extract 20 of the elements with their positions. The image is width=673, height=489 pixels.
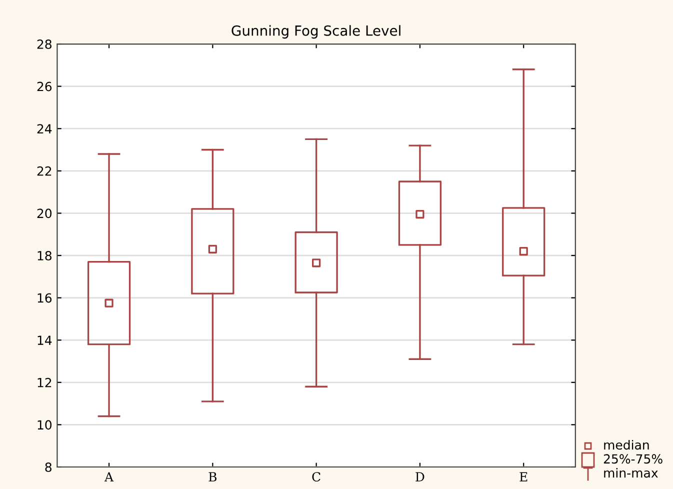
y-tick-label: 14 bbox=[38, 336, 52, 345]
x-tick-label: A bbox=[104, 472, 114, 482]
y-tick-label: 18 bbox=[38, 250, 52, 260]
text: 25%-75% bbox=[604, 454, 662, 464]
y-tick-label: 22 bbox=[37, 166, 52, 176]
y-tick-label: 16 bbox=[38, 293, 52, 303]
text: median bbox=[604, 440, 649, 450]
text: min-max bbox=[604, 468, 658, 478]
y-tick-label: 8 bbox=[45, 462, 52, 472]
chart-title: Gunning Fog Scale Level bbox=[232, 25, 400, 39]
x-tick-label: E bbox=[520, 472, 528, 482]
x-tick-label: B bbox=[208, 472, 216, 482]
y-tick-label: 20 bbox=[37, 208, 52, 218]
y-tick-label: 26 bbox=[37, 82, 52, 92]
y-tick-label: 10 bbox=[38, 420, 52, 430]
y-tick-label: 28 bbox=[37, 39, 52, 49]
x-tick-label: C bbox=[312, 472, 320, 482]
y-tick-label: 24 bbox=[37, 124, 52, 134]
x-tick-label: D bbox=[416, 472, 424, 482]
y-tick-label: 12 bbox=[38, 378, 52, 388]
